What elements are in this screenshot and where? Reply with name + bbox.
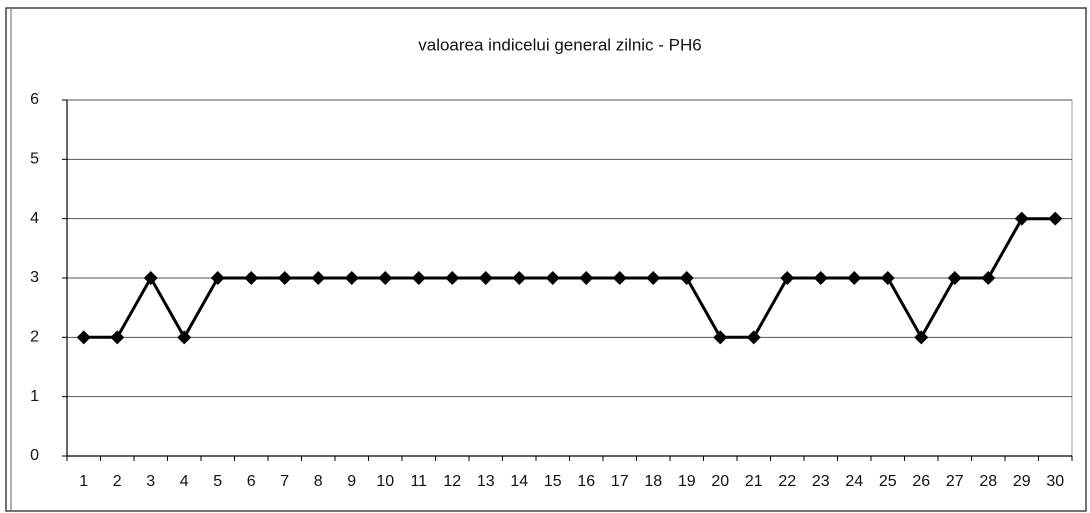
data-marker	[244, 271, 259, 285]
data-marker	[411, 271, 426, 285]
x-tick-label: 21	[745, 473, 763, 490]
data-marker	[143, 271, 158, 285]
x-tick-label: 12	[443, 473, 461, 490]
data-marker	[713, 330, 728, 345]
y-tick-label: 1	[30, 388, 39, 405]
data-marker	[110, 330, 125, 345]
x-tick-label: 30	[1046, 473, 1064, 490]
data-marker	[880, 271, 895, 285]
x-tick-label: 29	[1013, 473, 1031, 490]
data-marker	[646, 271, 661, 285]
x-tick-label: 20	[711, 473, 729, 490]
x-tick-label: 18	[644, 473, 662, 490]
x-tick-label: 17	[611, 473, 629, 490]
data-marker	[947, 271, 962, 285]
data-marker	[445, 271, 460, 285]
data-marker	[378, 271, 393, 285]
data-marker	[344, 271, 359, 285]
data-marker	[177, 330, 192, 345]
data-marker	[1014, 211, 1029, 226]
y-tick-label: 2	[30, 329, 39, 346]
y-tick-label: 3	[30, 269, 39, 286]
x-tick-label: 11	[410, 473, 427, 490]
data-marker	[981, 271, 996, 285]
x-tick-label: 15	[544, 473, 562, 490]
y-tick-label: 5	[30, 151, 39, 168]
x-tick-label: 27	[946, 473, 964, 490]
data-marker	[612, 271, 627, 285]
data-marker	[478, 271, 493, 285]
x-tick-label: 6	[247, 473, 256, 490]
y-tick-label: 6	[30, 91, 39, 108]
x-tick-label: 14	[510, 473, 528, 490]
x-tick-label: 1	[79, 473, 88, 490]
x-tick-label: 24	[845, 473, 863, 490]
data-marker	[512, 271, 527, 285]
data-marker	[847, 271, 862, 285]
x-tick-label: 28	[979, 473, 997, 490]
data-marker	[780, 271, 795, 285]
x-tick-label: 4	[180, 473, 189, 490]
data-marker	[1048, 211, 1063, 226]
x-tick-label: 16	[577, 473, 595, 490]
data-marker	[545, 271, 560, 285]
x-tick-label: 13	[477, 473, 495, 490]
data-marker	[210, 271, 225, 285]
data-marker	[746, 330, 761, 345]
x-tick-label: 22	[778, 473, 796, 490]
x-tick-label: 26	[912, 473, 930, 490]
data-marker	[914, 330, 929, 345]
x-tick-label: 9	[347, 473, 356, 490]
x-tick-label: 5	[213, 473, 222, 490]
data-marker	[76, 330, 91, 345]
x-tick-label: 23	[812, 473, 830, 490]
data-marker	[813, 271, 828, 285]
x-tick-label: 25	[879, 473, 897, 490]
x-tick-label: 8	[314, 473, 323, 490]
x-tick-label: 19	[678, 473, 696, 490]
x-tick-label: 7	[280, 473, 289, 490]
x-tick-label: 2	[113, 473, 122, 490]
data-marker	[277, 271, 292, 285]
x-tick-label: 3	[146, 473, 155, 490]
data-marker	[579, 271, 594, 285]
data-marker	[679, 271, 694, 285]
y-tick-label: 0	[30, 447, 39, 464]
data-marker	[311, 271, 326, 285]
x-tick-label: 10	[376, 473, 394, 490]
chart-title: valoarea indicelui general zilnic - PH6	[418, 35, 701, 54]
y-tick-label: 4	[30, 210, 39, 227]
chart-frame	[5, 7, 1087, 512]
